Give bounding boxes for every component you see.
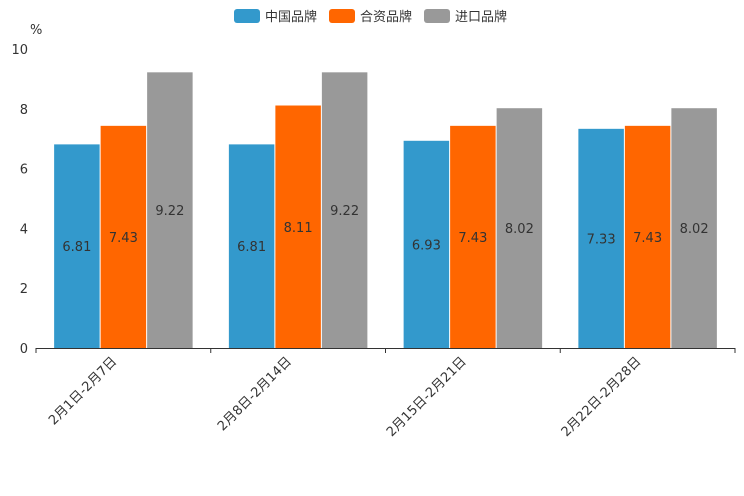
y-tick-label: 8 bbox=[20, 103, 28, 118]
data-label: 7.43 bbox=[458, 231, 487, 246]
y-tick-label: 6 bbox=[20, 163, 28, 178]
bar bbox=[147, 72, 193, 349]
bar bbox=[275, 105, 321, 348]
data-label: 6.81 bbox=[237, 240, 266, 255]
y-axis: 0 2 4 6 8 10 bbox=[11, 43, 28, 357]
legend-item[interactable]: 合资品牌 bbox=[329, 9, 412, 25]
bar bbox=[450, 125, 496, 348]
y-axis-unit-label: % bbox=[30, 23, 42, 38]
legend-swatch bbox=[329, 9, 355, 23]
data-label: 8.11 bbox=[284, 221, 313, 236]
y-tick-label: 4 bbox=[20, 222, 28, 237]
y-tick-label: 2 bbox=[20, 282, 28, 297]
legend-item[interactable]: 进口品牌 bbox=[424, 9, 507, 25]
bars bbox=[54, 72, 717, 349]
legend: 中国品牌 合资品牌 进口品牌 bbox=[234, 9, 507, 25]
data-label: 9.22 bbox=[155, 204, 184, 219]
data-labels: 6.81 7.43 9.22 6.81 8.11 9.22 6.93 7.43 8.02 7.33… bbox=[62, 204, 708, 255]
bar bbox=[496, 108, 543, 349]
legend-swatch bbox=[424, 9, 450, 23]
bar bbox=[671, 108, 717, 349]
data-label: 7.43 bbox=[633, 231, 662, 246]
x-axis: 2月1日-2月7日 2月8日-2月14日 2月15日-2月21日 2月22日-2月28… bbox=[35, 348, 736, 440]
legend-label: 进口品牌 bbox=[455, 9, 507, 25]
data-label: 7.33 bbox=[587, 232, 616, 247]
data-label: 8.02 bbox=[505, 222, 534, 237]
legend-item[interactable]: 中国品牌 bbox=[234, 9, 317, 25]
y-tick-label: 0 bbox=[20, 342, 28, 357]
data-label: 7.43 bbox=[109, 231, 138, 246]
legend-swatch bbox=[234, 9, 260, 23]
legend-label: 中国品牌 bbox=[265, 9, 317, 25]
x-tick-label: 2月15日-2月21日 bbox=[384, 354, 470, 440]
legend-label: 合资品牌 bbox=[360, 9, 412, 25]
bar bbox=[100, 125, 147, 348]
x-tick-label: 2月1日-2月7日 bbox=[46, 354, 120, 428]
bar bbox=[228, 144, 275, 348]
bar bbox=[403, 140, 450, 348]
x-tick-label: 2月22日-2月28日 bbox=[559, 354, 645, 440]
data-label: 6.81 bbox=[62, 240, 91, 255]
y-tick-label: 10 bbox=[11, 43, 28, 58]
bar bbox=[578, 128, 624, 348]
data-label: 6.93 bbox=[412, 238, 441, 253]
data-label: 9.22 bbox=[330, 204, 359, 219]
data-label: 8.02 bbox=[680, 222, 709, 237]
bar bbox=[321, 72, 368, 349]
bar bbox=[54, 144, 100, 348]
x-tick-label: 2月8日-2月14日 bbox=[215, 354, 295, 434]
bar bbox=[624, 125, 671, 348]
